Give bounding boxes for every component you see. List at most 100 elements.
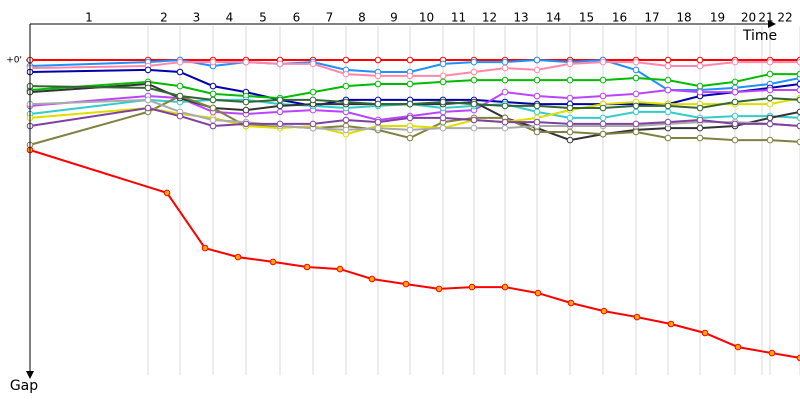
point: [632, 66, 640, 74]
point: [664, 134, 672, 142]
point: [501, 283, 509, 291]
point: [796, 96, 800, 104]
point: [766, 120, 774, 128]
point: [276, 96, 284, 104]
point: [374, 118, 382, 126]
lap-label: 20: [741, 11, 756, 25]
series-line: [29, 88, 800, 122]
lap-label: 6: [293, 11, 301, 25]
lap-label: 15: [579, 11, 594, 25]
point: [696, 82, 704, 90]
point: [309, 120, 317, 128]
point: [374, 100, 382, 108]
point: [336, 265, 344, 273]
series-line: [29, 106, 800, 128]
point: [664, 56, 672, 64]
plot: [26, 56, 800, 362]
point: [566, 114, 574, 122]
point: [599, 130, 607, 138]
point: [470, 100, 478, 108]
point: [209, 58, 217, 66]
point: [470, 116, 478, 124]
y-tick-label: +0': [6, 56, 22, 66]
point: [533, 66, 541, 74]
point: [439, 124, 447, 132]
point: [664, 86, 672, 94]
point: [501, 88, 509, 96]
point: [276, 60, 284, 68]
point: [667, 320, 675, 328]
lap-label: 21: [758, 11, 773, 25]
point: [309, 96, 317, 104]
point: [796, 108, 800, 116]
point: [696, 134, 704, 142]
lap-label: 11: [451, 11, 466, 25]
point: [566, 94, 574, 102]
point: [566, 76, 574, 84]
point: [435, 285, 443, 293]
point: [664, 118, 672, 126]
point: [501, 58, 509, 66]
point: [406, 80, 414, 88]
lap-label: 2: [160, 11, 168, 25]
point: [163, 189, 171, 197]
point: [599, 120, 607, 128]
point: [176, 68, 184, 76]
point: [176, 92, 184, 100]
point: [342, 116, 350, 124]
point: [439, 98, 447, 106]
point: [209, 104, 217, 112]
point: [796, 354, 800, 362]
point: [599, 92, 607, 100]
lap-label: 14: [546, 11, 561, 25]
point: [731, 120, 739, 128]
point: [276, 102, 284, 110]
point: [734, 343, 742, 351]
point: [209, 96, 217, 104]
point: [201, 244, 209, 252]
point: [533, 76, 541, 84]
lap-label: 18: [676, 11, 691, 25]
point: [468, 283, 476, 291]
point: [533, 128, 541, 136]
point: [796, 138, 800, 146]
point: [144, 84, 152, 92]
point: [696, 104, 704, 112]
point: [599, 114, 607, 122]
point: [501, 76, 509, 84]
point: [566, 104, 574, 112]
point: [664, 102, 672, 110]
point: [501, 64, 509, 72]
point: [374, 124, 382, 132]
point: [566, 136, 574, 144]
point: [144, 66, 152, 74]
point: [501, 102, 509, 110]
point: [533, 118, 541, 126]
point: [566, 120, 574, 128]
point: [342, 126, 350, 134]
point: [766, 70, 774, 78]
point: [144, 104, 152, 112]
point: [242, 120, 250, 128]
point: [796, 86, 800, 94]
point: [406, 134, 414, 142]
point: [696, 62, 704, 70]
point: [566, 60, 574, 68]
lap-label: 10: [419, 11, 434, 25]
point: [374, 56, 382, 64]
lap-label: 12: [482, 11, 497, 25]
point: [439, 78, 447, 86]
point: [664, 76, 672, 84]
point: [439, 114, 447, 122]
point: [696, 124, 704, 132]
point: [406, 114, 414, 122]
lap-label: 9: [390, 11, 398, 25]
point: [439, 60, 447, 68]
point: [209, 122, 217, 130]
point: [234, 253, 242, 261]
point: [766, 86, 774, 94]
point: [701, 329, 709, 337]
point: [766, 94, 774, 102]
series-line: [29, 85, 800, 110]
